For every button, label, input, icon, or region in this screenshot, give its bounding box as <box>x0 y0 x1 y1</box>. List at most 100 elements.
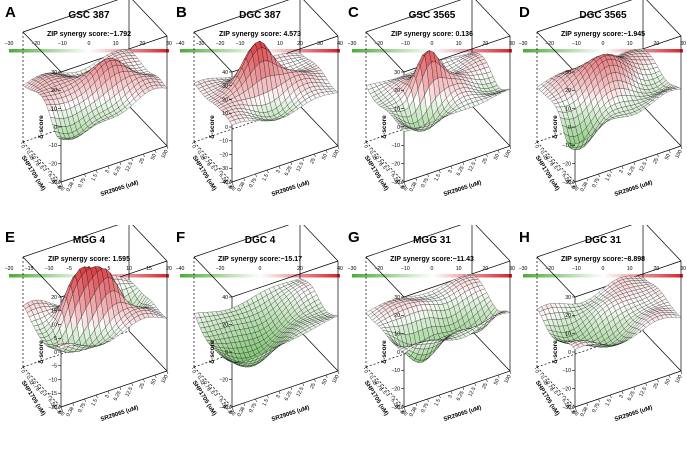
colorbar-tick-label: 40 <box>337 41 343 47</box>
z-axis-label: δ-score <box>209 115 216 139</box>
colorbar-tick-label: −30 <box>519 41 528 47</box>
y-tick-label: 0.32 <box>25 375 35 387</box>
surface-mesh <box>536 48 682 150</box>
y-tick-label: 12.5 <box>52 178 62 190</box>
x-tick <box>107 165 110 170</box>
box-edge <box>231 260 339 298</box>
surface-cell <box>503 88 511 92</box>
y-tick-label: 0.75 <box>30 380 40 392</box>
x-tick <box>415 402 418 407</box>
x-tick <box>255 398 257 403</box>
x-tick <box>509 145 512 150</box>
x-tick-label: 0.38 <box>408 181 418 193</box>
y-tick <box>380 383 383 387</box>
surface-cell <box>160 315 168 319</box>
x-tick-label: 6.25 <box>284 390 294 402</box>
y-tick-label: 0.75 <box>544 155 554 167</box>
y-tick <box>390 395 394 398</box>
surface-cell <box>160 84 168 89</box>
x-tick <box>668 149 671 154</box>
x-tick-label: 0 <box>400 185 407 190</box>
y-tick-label: 25 <box>57 184 65 192</box>
x-tick-label: 6.25 <box>627 390 637 402</box>
box-hidden-edge <box>193 141 233 183</box>
x-tick <box>486 153 488 158</box>
y-tick <box>224 176 227 179</box>
box-edge <box>299 330 339 372</box>
y-tick-label: 3 <box>384 167 391 173</box>
colorbar-tick-label: 15 <box>146 266 152 272</box>
z-tick-label: 0 <box>225 350 228 356</box>
z-tick-label: 10 <box>222 111 228 117</box>
y-tick-label: 12.5 <box>566 178 576 190</box>
y-tick-label: 0.75 <box>30 155 40 167</box>
x-tick-label: 3 <box>447 169 454 174</box>
box-edge <box>193 256 233 298</box>
x-tick <box>657 153 659 158</box>
z-tick-label: −40 <box>219 405 228 411</box>
y-tick-label: 12.5 <box>223 178 233 190</box>
y-tick <box>556 164 559 168</box>
y-tick <box>396 401 399 404</box>
y-tick-label: 0.75 <box>373 155 383 167</box>
y-tick <box>191 366 195 370</box>
box-edge <box>536 225 633 258</box>
y-tick-label: 0 <box>19 369 26 375</box>
surface-mesh <box>365 50 511 132</box>
y-tick <box>213 389 216 393</box>
z-tick-label: −20 <box>48 405 57 411</box>
colorbar-tick-label: 30 <box>509 41 515 47</box>
box-edge <box>128 105 168 147</box>
x-tick-label: 0 <box>571 185 578 190</box>
surface-cell <box>674 314 682 318</box>
y-tick <box>31 378 35 381</box>
y-tick-label: 0.32 <box>196 375 206 387</box>
y-tick <box>42 164 45 168</box>
x-tick <box>131 157 133 162</box>
z-tick-label: 10 <box>565 331 571 337</box>
x-axis-label: SR29065 (uM) <box>100 405 139 423</box>
y-tick <box>208 383 211 387</box>
box-edge <box>128 330 168 372</box>
surface-chart: D DGC 3565 ZIP synergy score:−1.945 −30 −20 −… <box>519 0 686 198</box>
zip-score: ZIP synergy score:−8.898 <box>561 256 645 263</box>
y-tick-label: 6.25 <box>46 173 56 185</box>
panel-letter: G <box>348 229 360 246</box>
y-tick <box>208 158 211 162</box>
x-tick <box>680 370 683 375</box>
y-tick-label: 0 <box>190 144 197 150</box>
x-tick <box>84 173 86 178</box>
x-tick-label: 100 <box>503 149 512 160</box>
y-tick-label: 25 <box>571 409 579 417</box>
x-tick-label: 0.75 <box>248 177 258 189</box>
x-tick-label: 12.5 <box>638 161 648 173</box>
x-tick <box>610 169 612 174</box>
surface-cell <box>331 90 339 94</box>
box-edge <box>365 31 405 73</box>
surface-chart: G MGG 31 ZIP synergy score:−11.43 −30 −20 −10… <box>348 225 515 423</box>
y-tick-label: 6.25 <box>46 398 56 410</box>
x-tick-label: 0 <box>400 410 407 415</box>
y-tick-label: 6.25 <box>560 173 570 185</box>
y-tick <box>545 153 549 156</box>
colorbar-tick-label: −20 <box>545 41 554 47</box>
y-tick <box>401 181 405 185</box>
z-tick-label: −20 <box>391 161 400 167</box>
y-tick-label: 0.38 <box>25 150 35 162</box>
zip-score: ZIP synergy score:−1.945 <box>561 31 645 38</box>
box-hidden-edge <box>365 141 405 183</box>
x-tick-label: 0 <box>57 410 64 415</box>
y-tick-label: 25 <box>571 184 579 192</box>
z-axis-label: δ-score <box>552 340 559 364</box>
y-tick <box>572 181 576 185</box>
box-edge <box>365 256 405 298</box>
y-tick <box>53 401 56 404</box>
z-tick-label: 5 <box>54 336 57 342</box>
z-tick-label: −10 <box>219 139 228 145</box>
x-tick <box>403 181 406 186</box>
x-tick-label: 3 <box>275 394 282 399</box>
y-tick-label: 0 <box>19 144 26 150</box>
zip-score: ZIP synergy score:−11.43 <box>390 256 474 263</box>
y-tick <box>396 176 399 179</box>
x-tick <box>107 390 110 395</box>
